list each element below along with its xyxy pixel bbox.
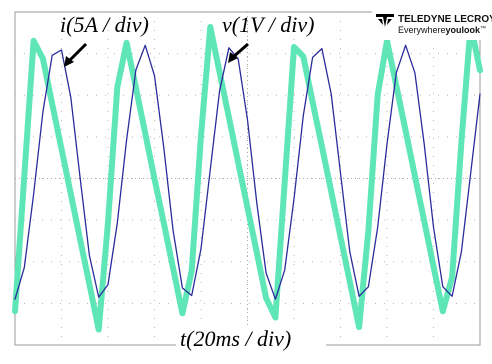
voltage-label: v(1V / div) bbox=[222, 12, 314, 37]
x-axis-label: t(20ms / div) bbox=[180, 326, 291, 351]
tagline: Everywhere bbox=[398, 25, 446, 35]
current-label: i(5A / div) bbox=[60, 12, 149, 37]
logo-tagline: Everywhereyoulook™ bbox=[398, 25, 486, 35]
trademark: ™ bbox=[480, 25, 486, 32]
tagline-bold: youlook bbox=[446, 25, 481, 35]
page: {"chart_data": {"type": "line", "xlabel"… bbox=[0, 0, 492, 364]
logo-name: TELEDYNE LECROY bbox=[398, 14, 492, 25]
scope-screen: i(5A / div) v(1V / div) t(20ms / div) TE… bbox=[0, 0, 492, 364]
logo: TELEDYNE LECROY Everywhereyoulook™ bbox=[372, 8, 492, 40]
plot-area bbox=[15, 12, 480, 345]
